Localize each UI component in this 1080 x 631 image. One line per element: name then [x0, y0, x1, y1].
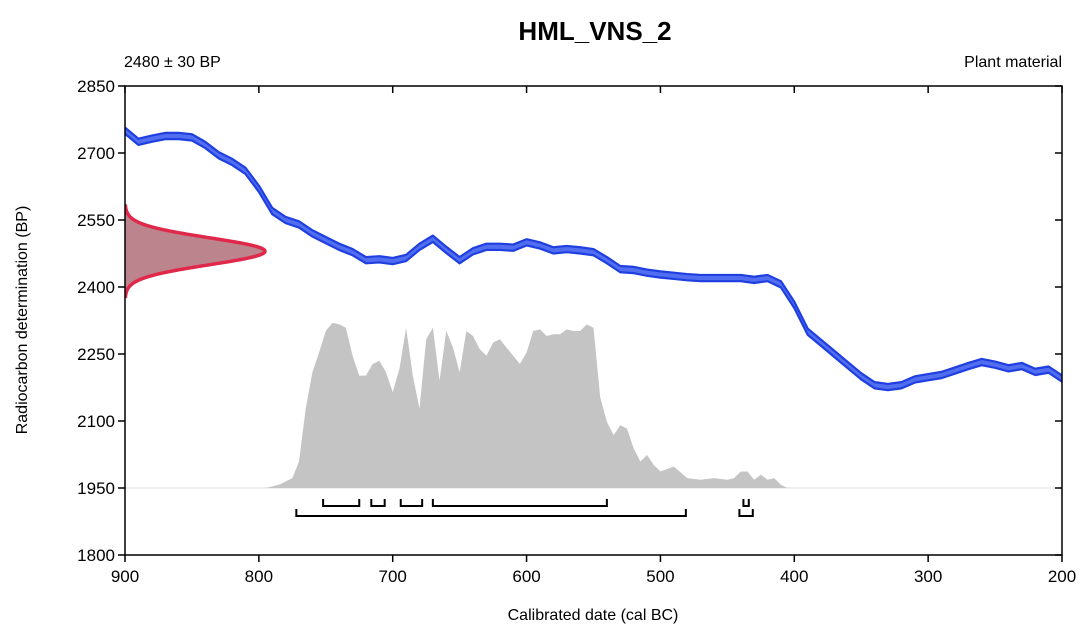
calibrated-distribution: [265, 322, 788, 488]
y-axis-label: Radiocarbon determination (BP): [14, 206, 31, 435]
x-axis-label: Calibrated date (cal BC): [508, 607, 679, 624]
range-1sigma: [431, 499, 608, 507]
range-1sigma: [399, 499, 424, 507]
x-tick-label: 500: [646, 567, 674, 586]
chart-title: HML_VNS_2: [518, 16, 671, 46]
y-tick-label: 2850: [77, 77, 115, 96]
axes: 900 800 700 600 500 400 300 200 1800 1950 2100 2250…: [77, 77, 1076, 586]
range-2sigma: [738, 509, 754, 517]
plot-frame: [124, 85, 1063, 556]
plot-area: [125, 126, 1062, 517]
y-tick-label: 2550: [77, 211, 115, 230]
x-tick-label: 200: [1048, 567, 1076, 586]
calibration-curve-lower: [125, 132, 1062, 392]
y-tick-label: 1800: [77, 546, 115, 565]
x-tick-label: 700: [379, 567, 407, 586]
y-tick-label: 2250: [77, 345, 115, 364]
x-tick-label: 300: [914, 567, 942, 586]
y-tick-label: 2400: [77, 278, 115, 297]
range-1sigma: [742, 499, 750, 507]
x-tick-label: 900: [111, 567, 139, 586]
plot-content: [125, 126, 1062, 517]
radiocarbon-distribution-fill: [125, 204, 265, 299]
radiocarbon-distribution-outline: [125, 204, 267, 299]
determination-label: 2480 ± 30 BP: [124, 54, 221, 71]
y-tick-label: 1950: [77, 479, 115, 498]
calibration-curve-upper: [125, 126, 1062, 386]
range-1sigma: [370, 499, 386, 507]
y-tick-label: 2100: [77, 412, 115, 431]
x-tick-label: 400: [780, 567, 808, 586]
range-2sigma: [295, 509, 687, 517]
y-tick-label: 2700: [77, 144, 115, 163]
x-tick-label: 800: [245, 567, 273, 586]
range-1sigma: [322, 499, 361, 507]
sample-material-label: Plant material: [964, 54, 1062, 71]
x-tick-label: 600: [512, 567, 540, 586]
